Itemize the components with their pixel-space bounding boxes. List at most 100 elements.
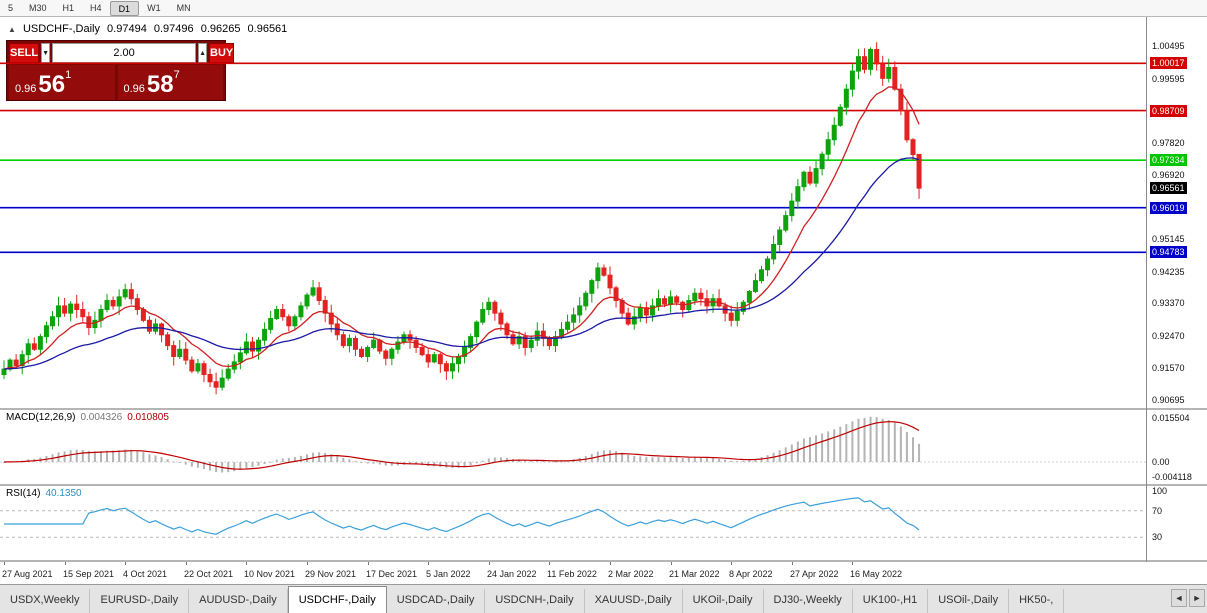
symbol-tab-dj30-weekly[interactable]: DJ30-,Weekly [764, 589, 853, 613]
date-tick [307, 562, 308, 565]
date-tick [731, 562, 732, 565]
date-label: 2 Mar 2022 [608, 569, 654, 579]
macd-value: 0.004326 [80, 412, 123, 423]
price-axis-label: 0.98709 [1150, 105, 1187, 117]
tabs-scroll-right-button[interactable]: ► [1189, 589, 1205, 607]
date-tick [4, 562, 5, 565]
date-label: 8 Apr 2022 [729, 569, 773, 579]
one-click-trade-panel: SELL ▼ ▲ BUY 0.96 56 1 0.96 58 7 [6, 40, 235, 101]
symbol-tab-hk50[interactable]: HK50-, [1009, 589, 1065, 613]
price-axis-label: 0.94783 [1150, 246, 1187, 258]
timeframe-button-m30[interactable]: M30 [29, 2, 47, 13]
symbol-tab-uk100-h1[interactable]: UK100-,H1 [853, 589, 929, 613]
rsi-value: 40.1350 [45, 488, 82, 499]
date-tick [246, 562, 247, 565]
date-tick [610, 562, 611, 565]
date-label: 10 Nov 2021 [244, 569, 296, 579]
price-chart-canvas[interactable] [0, 17, 1146, 408]
date-label: 11 Feb 2022 [547, 569, 597, 579]
timeframe-button-5[interactable]: 5 [8, 2, 14, 13]
buy-price-big: 58 [146, 71, 174, 98]
date-tick [186, 562, 187, 565]
chart-ohlc-header: ▲ USDCHF-,Daily 0.97494 0.97496 0.96265 … [8, 23, 291, 35]
macd-indicator-canvas[interactable] [0, 410, 1146, 484]
timeframe-button-h4[interactable]: H4 [90, 2, 102, 13]
price-axis-label: 0.90695 [1152, 395, 1185, 405]
symbol-tab-ukoil-daily[interactable]: UKOil-,Daily [683, 589, 764, 613]
sell-price-box[interactable]: 0.96 56 1 [9, 65, 115, 100]
rsi-indicator-canvas[interactable] [0, 486, 1146, 560]
timeframe-button-w1[interactable]: W1 [147, 2, 161, 13]
symbol-marker-icon: ▲ [8, 25, 16, 34]
date-tick [428, 562, 429, 565]
symbol-tab-usdcnh-daily[interactable]: USDCNH-,Daily [485, 589, 585, 613]
price-axis-label: 0.94235 [1152, 267, 1185, 277]
date-tick [549, 562, 550, 565]
chart-title: USDCHF-,Daily [22, 23, 100, 35]
sell-price-big: 56 [38, 71, 66, 98]
rsi-axis-70: 70 [1152, 506, 1163, 516]
macd-axis-max: 0.015504 [1152, 413, 1190, 423]
ohlc-high: 0.97496 [153, 23, 194, 35]
date-label: 17 Dec 2021 [366, 569, 418, 579]
symbol-tab-usoil-daily[interactable]: USOil-,Daily [928, 589, 1010, 613]
symbol-tab-usdchf-daily[interactable]: USDCHF-,Daily [287, 586, 387, 613]
date-tick [489, 562, 490, 565]
date-label: 24 Jan 2022 [487, 569, 537, 579]
timeframe-bar: 5 M30 H1 H4 D1 W1 MN [0, 0, 1207, 17]
rsi-header: RSI(14) 40.1350 [6, 488, 82, 499]
symbol-tab-usdx-weekly[interactable]: USDX,Weekly [0, 589, 91, 613]
price-axis-label: 0.96019 [1150, 202, 1187, 214]
date-tick [671, 562, 672, 565]
sell-button[interactable]: SELL [9, 43, 40, 63]
rsi-title: RSI(14) [6, 488, 41, 499]
macd-signal-value: 0.010805 [127, 412, 169, 423]
volume-input[interactable] [52, 43, 197, 63]
panel-splitter-dates [0, 560, 1207, 562]
timeframe-button-h1[interactable]: H1 [62, 2, 75, 13]
date-label: 4 Oct 2021 [123, 569, 168, 579]
date-tick [792, 562, 793, 565]
sell-price-prefix: 0.96 [15, 83, 37, 95]
buy-price-box[interactable]: 0.96 58 7 [117, 65, 223, 100]
tab-navigation: ◄ ► [1171, 589, 1205, 607]
macd-header: MACD(12,26,9) 0.004326 0.010805 [6, 412, 169, 423]
price-axis-label: 0.97334 [1150, 154, 1187, 166]
price-axis-label: 0.91570 [1152, 363, 1185, 373]
date-axis[interactable]: 27 Aug 2021 15 Sep 2021 4 Oct 2021 22 Oct 2… [0, 562, 1146, 584]
date-label: 22 Oct 2021 [184, 569, 234, 579]
macd-axis-min: -0.004118 [1152, 472, 1192, 482]
date-tick [852, 562, 853, 565]
date-label: 27 Aug 2021 [2, 569, 53, 579]
tabs-scroll-left-button[interactable]: ◄ [1171, 589, 1187, 607]
price-axis-label: 0.97820 [1152, 138, 1185, 148]
panel-splitter-macd[interactable] [0, 408, 1207, 410]
price-axis-label: 0.95145 [1152, 234, 1185, 244]
symbol-tab-xauusd-daily[interactable]: XAUUSD-,Daily [585, 589, 683, 613]
price-axis-label: 0.96920 [1152, 170, 1185, 180]
panel-splitter-rsi[interactable] [0, 484, 1207, 486]
symbol-tab-eurusd-daily[interactable]: EURUSD-,Daily [90, 589, 190, 613]
date-label: 27 Apr 2022 [790, 569, 839, 579]
ohlc-low: 0.96265 [200, 23, 241, 35]
date-tick [125, 562, 126, 565]
date-label: 5 Jan 2022 [426, 569, 471, 579]
ohlc-open: 0.97494 [107, 23, 147, 35]
buy-price-prefix: 0.96 [123, 83, 145, 95]
symbol-tab-audusd-daily[interactable]: AUDUSD-,Daily [189, 589, 288, 613]
price-axis-label: 1.00495 [1152, 41, 1185, 51]
timeframe-button-mn[interactable]: MN [176, 2, 191, 13]
ohlc-close: 0.96561 [247, 23, 288, 35]
macd-axis-zero: 0.00 [1152, 457, 1170, 467]
price-axis-label: 0.99595 [1152, 74, 1185, 84]
price-axis-label: 1.00017 [1150, 57, 1187, 69]
macd-title: MACD(12,26,9) [6, 412, 76, 423]
value-axis: 1.00495 1.00017 0.99595 0.98709 0.97820 0.973… [1147, 0, 1207, 613]
timeframe-button-d1[interactable]: D1 [109, 0, 140, 16]
price-axis-label: 0.92470 [1152, 331, 1185, 341]
date-label: 16 May 2022 [850, 569, 903, 579]
symbol-tab-bar: USDX,Weekly EURUSD-,Daily AUDUSD-,Daily USD… [0, 584, 1207, 613]
rsi-axis-100: 100 [1152, 486, 1168, 496]
symbol-tab-usdcad-daily[interactable]: USDCAD-,Daily [387, 589, 486, 613]
sell-price-pip: 1 [65, 69, 72, 81]
